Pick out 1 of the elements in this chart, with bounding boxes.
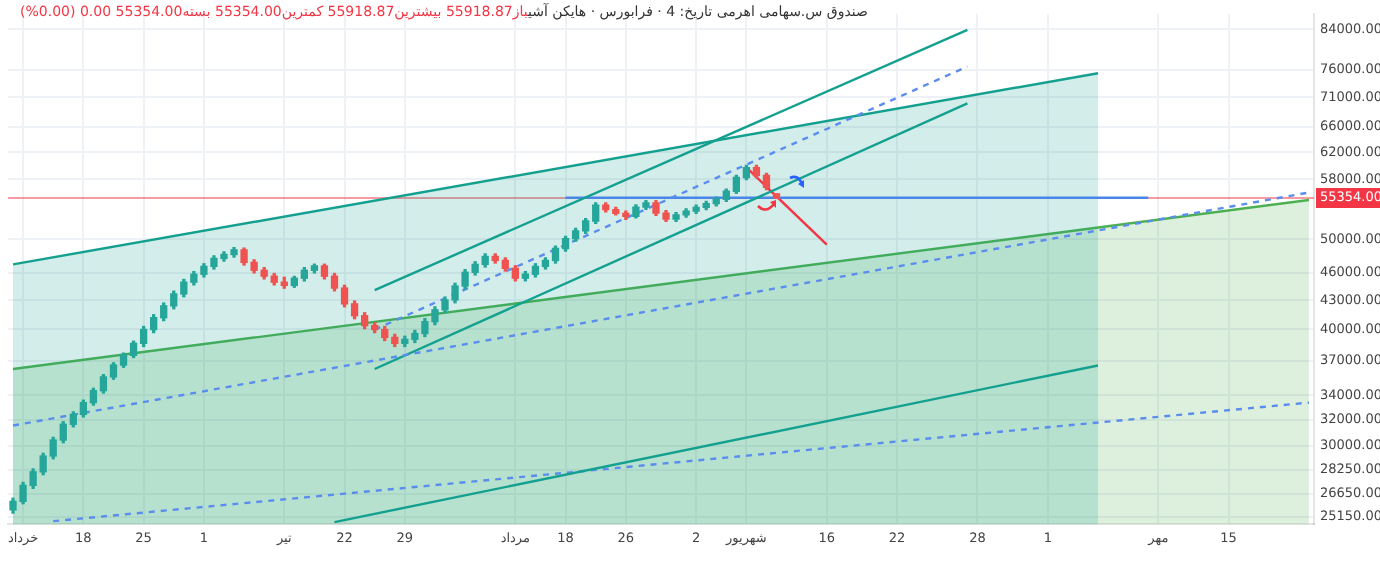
candlestick — [772, 193, 781, 199]
